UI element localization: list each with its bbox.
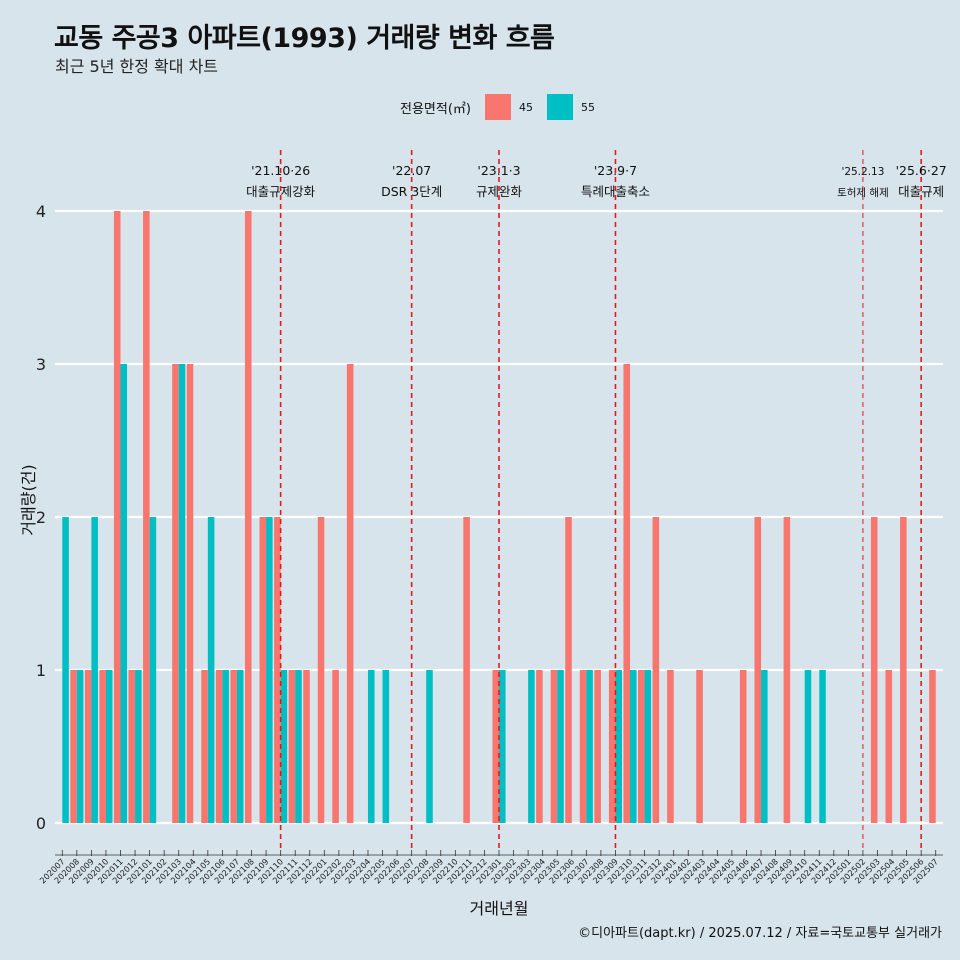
bar-45-202211 bbox=[463, 517, 470, 823]
bar-55-202205 bbox=[382, 670, 390, 823]
event-date-3: '23.9·7 bbox=[594, 163, 637, 178]
bar-45-202012 bbox=[128, 670, 136, 823]
bar-55-202110 bbox=[280, 670, 288, 823]
bar-45-202106 bbox=[215, 670, 223, 823]
y-tick-label-3: 3 bbox=[36, 355, 46, 374]
event-date-0: '21.10·26 bbox=[251, 163, 310, 178]
bar-45-202104 bbox=[186, 364, 194, 823]
y-tick-label-1: 1 bbox=[36, 661, 46, 680]
bar-55-202311 bbox=[644, 670, 652, 823]
event-label-1: DSR 3단계 bbox=[381, 184, 442, 199]
bar-45-202309 bbox=[608, 670, 616, 823]
bar-45-202103 bbox=[172, 364, 179, 823]
bar-55-202103 bbox=[178, 364, 186, 823]
legend-label-45: 45 bbox=[518, 100, 533, 114]
bar-45-202504 bbox=[885, 670, 893, 823]
y-tick-label-0: 0 bbox=[36, 814, 46, 833]
bar-55-202309 bbox=[615, 670, 623, 823]
bar-55-202208 bbox=[426, 670, 433, 823]
source-caption: ©디아파트(dapt.kr) / 2025.07.12 / 자료=국토교통부 실… bbox=[578, 926, 942, 941]
bar-55-202411 bbox=[819, 670, 826, 823]
bar-45-202202 bbox=[332, 670, 339, 823]
bar-45-202406 bbox=[739, 670, 747, 823]
event-label-2: 규제완화 bbox=[476, 184, 523, 199]
bar-55-202305 bbox=[557, 670, 564, 823]
bar-55-202010 bbox=[105, 670, 113, 823]
y-tick-label-2: 2 bbox=[36, 508, 46, 527]
bar-45-202304 bbox=[536, 670, 543, 823]
x-axis-title: 거래년월 bbox=[470, 899, 529, 918]
y-tick-label-4: 4 bbox=[36, 202, 46, 221]
bar-45-202009 bbox=[84, 670, 92, 823]
bar-55-202410 bbox=[804, 670, 812, 823]
y-axis-title: 거래량(건) bbox=[19, 464, 38, 535]
bar-45-202503 bbox=[870, 517, 878, 823]
bar-45-202201 bbox=[317, 517, 325, 823]
bar-55-202101 bbox=[149, 517, 157, 823]
event-date-5: '25.6·27 bbox=[896, 163, 947, 178]
bar-55-202105 bbox=[207, 517, 215, 823]
event-date-1: '22.07 bbox=[392, 163, 431, 178]
legend-swatch-55 bbox=[546, 94, 573, 120]
bar-55-202106 bbox=[222, 670, 229, 823]
bar-45-202109 bbox=[259, 517, 267, 823]
bar-45-202305 bbox=[550, 670, 558, 823]
chart-subtitle: 최근 5년 한정 확대 차트 bbox=[55, 57, 219, 76]
bar-45-202110 bbox=[274, 517, 281, 823]
bar-45-202308 bbox=[594, 670, 601, 823]
bar-45-202011 bbox=[113, 211, 121, 823]
bar-55-202204 bbox=[367, 670, 375, 823]
event-date-4: '25.2.13 bbox=[841, 166, 884, 178]
event-label-0: 대출규제강화 bbox=[246, 184, 316, 199]
event-label-5: 대출규제 bbox=[898, 184, 944, 199]
bar-45-202111 bbox=[288, 670, 296, 823]
bar-45-202401 bbox=[667, 670, 674, 823]
bar-45-202010 bbox=[99, 670, 106, 823]
bar-45-202101 bbox=[143, 211, 150, 823]
bar-55-202303 bbox=[528, 670, 535, 823]
legend: 전용면적(㎡) 45 55 bbox=[400, 93, 601, 121]
bar-55-202407 bbox=[761, 670, 768, 823]
event-date-2: '23.1·3 bbox=[477, 163, 520, 178]
bar-55-202310 bbox=[630, 670, 637, 823]
bar-55-202307 bbox=[586, 670, 593, 823]
bar-45-202310 bbox=[623, 364, 631, 823]
bar-55-202107 bbox=[236, 670, 244, 823]
legend-swatch-45 bbox=[484, 94, 511, 120]
bar-45-202112 bbox=[303, 670, 310, 823]
bar-45-202105 bbox=[201, 670, 208, 823]
event-label-4: 토허제 해제 bbox=[837, 186, 889, 199]
bar-45-202403 bbox=[696, 670, 703, 823]
bar-45-202407 bbox=[754, 517, 762, 823]
legend-title: 전용면적(㎡) bbox=[400, 101, 471, 117]
bar-45-202311 bbox=[638, 670, 645, 823]
bar-45-202507 bbox=[929, 670, 936, 823]
legend-label-55: 55 bbox=[580, 100, 595, 114]
bar-55-202111 bbox=[295, 670, 302, 823]
bar-45-202409 bbox=[783, 517, 791, 823]
chart-title: 교동 주공3 아파트(1993) 거래량 변화 흐름 bbox=[54, 23, 555, 54]
bar-45-202505 bbox=[900, 517, 907, 823]
bar-55-202007 bbox=[62, 517, 69, 823]
bar-55-202109 bbox=[266, 517, 273, 823]
bar-45-202312 bbox=[652, 517, 660, 823]
bar-55-202008 bbox=[76, 670, 84, 823]
bar-55-202011 bbox=[120, 364, 128, 823]
bar-55-202009 bbox=[91, 517, 98, 823]
bar-45-202306 bbox=[565, 517, 572, 823]
bar-45-202301 bbox=[492, 670, 499, 823]
bar-45-202307 bbox=[579, 670, 587, 823]
bar-55-202301 bbox=[499, 670, 506, 823]
event-label-3: 특례대출축소 bbox=[581, 184, 650, 199]
bar-45-202203 bbox=[346, 364, 354, 823]
bar-45-202107 bbox=[230, 670, 237, 823]
bar-45-202108 bbox=[244, 211, 252, 823]
bar-45-202008 bbox=[70, 670, 77, 823]
bar-55-202012 bbox=[135, 670, 142, 823]
